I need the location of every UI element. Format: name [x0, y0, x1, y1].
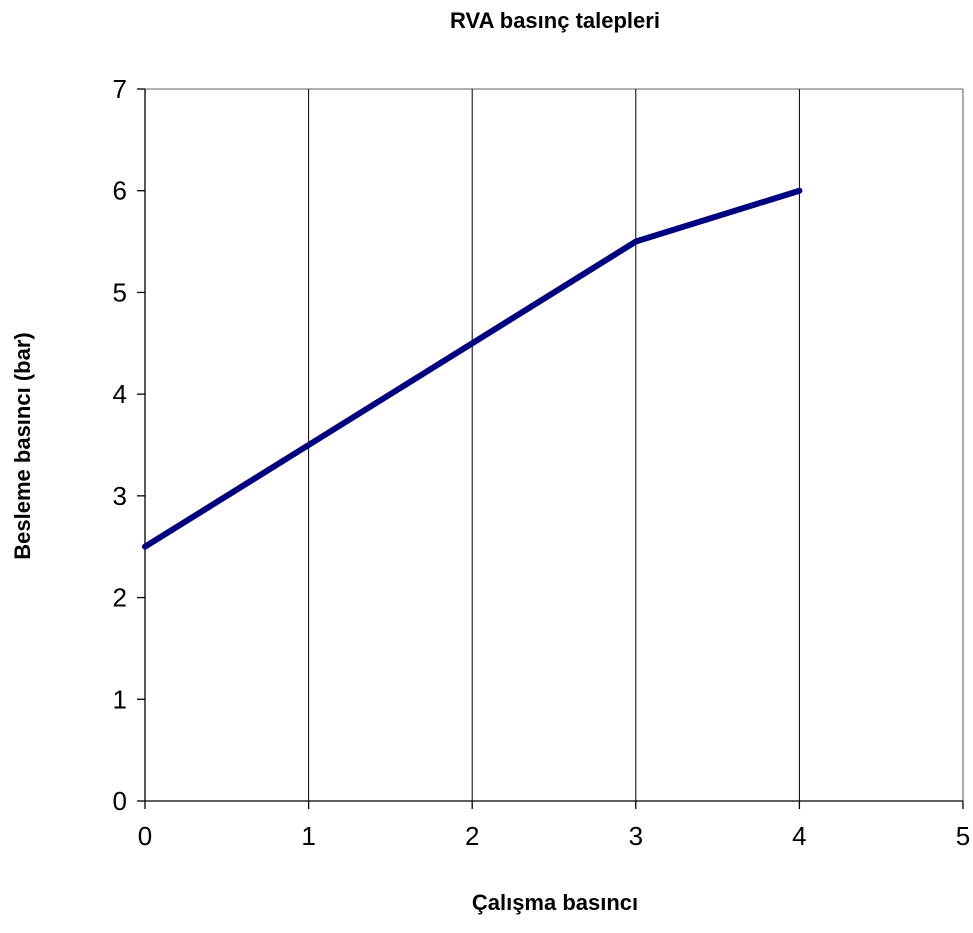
y-tick-label-7: 7	[113, 74, 127, 104]
chart-title: RVA basınç talepleri	[450, 8, 660, 33]
y-tick-label-6: 6	[113, 176, 127, 206]
y-tick-label-5: 5	[113, 277, 127, 307]
x-tick-label-2: 2	[465, 821, 479, 851]
x-tick-label-1: 1	[301, 821, 315, 851]
y-tick-label-1: 1	[113, 684, 127, 714]
plot-area: 0 1 2 3 4 5 6 7 0 1 2 3 4 5	[113, 74, 971, 851]
y-tick-label-3: 3	[113, 481, 127, 511]
x-tick-label-4: 4	[792, 821, 806, 851]
y-tick-label-4: 4	[113, 379, 127, 409]
y-axis-title: Besleme basıncı (bar)	[10, 332, 35, 559]
y-tick-label-2: 2	[113, 583, 127, 613]
x-tick-label-5: 5	[956, 821, 970, 851]
x-tick-label-3: 3	[629, 821, 643, 851]
x-tick-label-0: 0	[138, 821, 152, 851]
y-tick-label-0: 0	[113, 786, 127, 816]
x-axis-title: Çalışma basıncı	[472, 890, 638, 915]
